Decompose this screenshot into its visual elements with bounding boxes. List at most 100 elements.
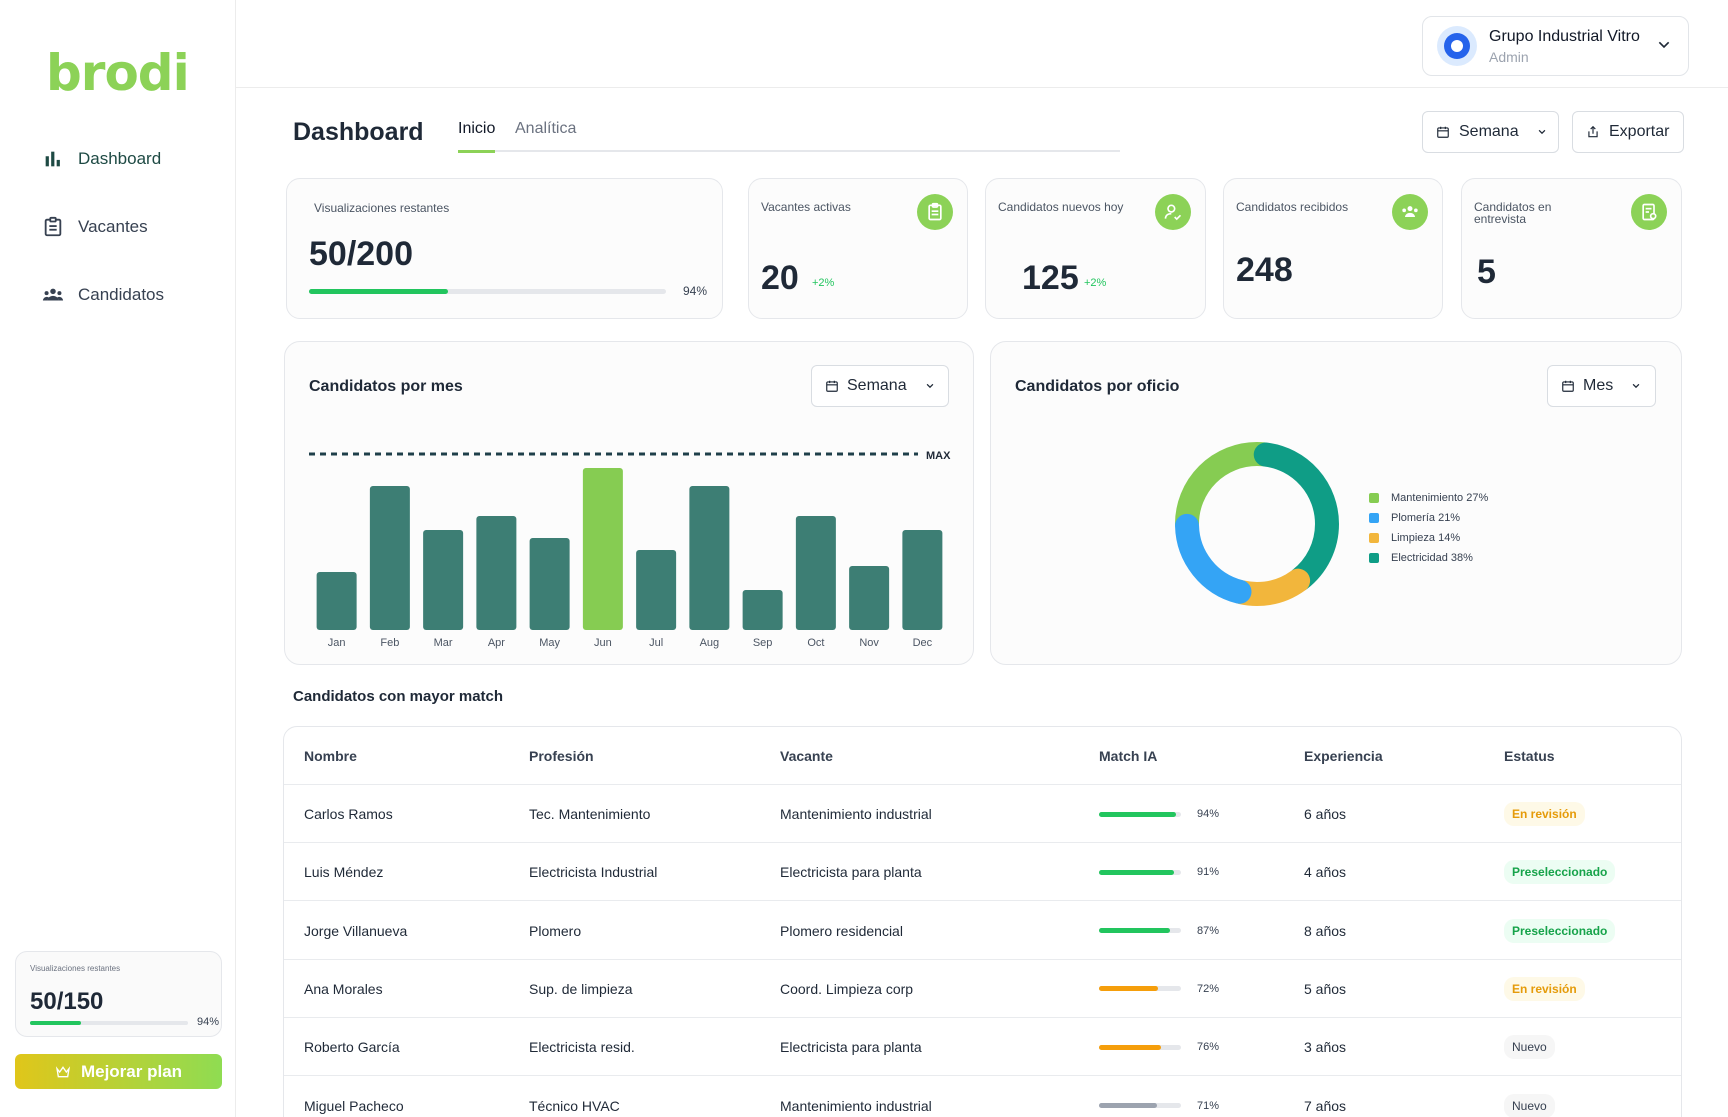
sidebar-item-dashboard[interactable]: Dashboard — [42, 144, 164, 174]
kpi-delta: +2% — [812, 277, 835, 289]
status-cell: Nuevo — [1504, 1077, 1555, 1117]
bar-jan[interactable] — [316, 572, 357, 630]
bar-jul[interactable] — [636, 550, 677, 630]
candidate-profession: Tec. Mantenimiento — [529, 806, 651, 822]
kpi-label: Visualizaciones restantes — [314, 201, 450, 215]
legend-label: Electricidad 38% — [1391, 552, 1473, 564]
kpi-label: Vacantes activas — [761, 200, 851, 214]
legend-item: Limpieza 14% — [1369, 528, 1488, 548]
bar-sep[interactable] — [742, 590, 783, 630]
x-tick-label: May — [539, 637, 560, 649]
candidate-name: Luis Méndez — [304, 864, 384, 881]
views-value: 50/150 — [30, 988, 104, 1015]
match-progress — [1099, 869, 1181, 875]
match-progress-fill — [1099, 811, 1177, 817]
bar-apr[interactable] — [476, 516, 517, 630]
bar-dec[interactable] — [902, 530, 943, 630]
column-header[interactable]: Match IA — [1099, 748, 1158, 764]
donut-slice-3[interactable] — [1175, 442, 1339, 606]
bar-aug[interactable] — [689, 486, 730, 630]
donut-period-select[interactable]: Mes — [1547, 365, 1656, 407]
kpi-value: 125 — [1022, 259, 1079, 297]
candidate-experience: 8 años — [1304, 922, 1347, 939]
bar-oct[interactable] — [795, 516, 836, 630]
table-row[interactable]: Luis Méndez Electricista Industrial Electr… — [284, 843, 1681, 902]
candidate-name: Carlos Ramos — [304, 806, 393, 822]
candidate-vacancy: Coord. Limpieza corp — [780, 980, 914, 997]
donut-slice-2[interactable] — [1175, 442, 1339, 606]
export-button[interactable]: Exportar — [1572, 111, 1684, 153]
status-cell: Preseleccionado — [1504, 902, 1616, 960]
bar-nov[interactable] — [849, 566, 890, 630]
legend-item: Electricidad 38% — [1369, 548, 1488, 568]
status-cell: En revisión — [1504, 785, 1585, 843]
legend-label: Limpieza 14% — [1391, 532, 1461, 544]
table-row[interactable]: Roberto García Electricista resid. Electri… — [284, 1018, 1681, 1077]
x-tick-label: Dec — [913, 637, 933, 649]
views-label: Visualizaciones restantes — [30, 964, 121, 973]
bar-feb[interactable] — [369, 486, 410, 630]
match-progress — [1099, 1044, 1181, 1050]
table-row[interactable]: Miguel Pacheco Técnico HVAC Mantenimiento … — [284, 1077, 1681, 1117]
upgrade-plan-button[interactable]: Mejorar plan — [15, 1054, 222, 1089]
table-header-row: Nombre Profesión Vacante Match IA Experi… — [284, 727, 1681, 785]
x-tick-label: Nov — [859, 637, 879, 649]
legend-swatch — [1369, 513, 1379, 523]
views-progress — [30, 1021, 188, 1025]
kpi-value: 20 — [761, 259, 799, 297]
x-tick-label: Apr — [488, 637, 505, 649]
column-header[interactable]: Profesión — [529, 748, 594, 764]
column-header[interactable]: Experiencia — [1304, 748, 1383, 764]
kpi-value: 50/200 — [309, 235, 413, 273]
match-progress-fill — [1099, 869, 1174, 875]
clipboard-icon — [917, 194, 953, 230]
status-badge: Nuevo — [1504, 1035, 1555, 1060]
column-header[interactable]: Estatus — [1504, 748, 1555, 764]
chevron-down-icon — [1658, 41, 1670, 49]
bar-jun[interactable] — [582, 468, 623, 630]
organization-switcher[interactable]: Grupo Industrial Vitro Admin — [1422, 16, 1689, 76]
x-tick-label: Oct — [807, 637, 824, 649]
sidebar-item-candidatos[interactable]: Candidatos — [42, 280, 164, 310]
kpi-delta: +2% — [1084, 277, 1107, 289]
calendar-icon — [826, 380, 838, 392]
match-percent: 72% — [1197, 982, 1220, 995]
tab-inicio[interactable]: Inicio — [458, 120, 496, 153]
legend-swatch — [1369, 533, 1379, 543]
status-cell: Nuevo — [1504, 1018, 1555, 1076]
group-icon — [1392, 194, 1428, 230]
bar-chart-icon — [45, 151, 60, 167]
bar-period-select[interactable]: Semana — [811, 365, 949, 407]
org-name: Grupo Industrial Vitro — [1489, 27, 1640, 45]
x-tick-label: Feb — [380, 637, 399, 649]
top-match-table: Nombre Profesión Vacante Match IA Experi… — [283, 726, 1682, 1117]
donut-slice-1[interactable] — [1175, 442, 1339, 606]
org-role: Admin — [1489, 48, 1529, 65]
sidebar-item-label: Candidatos — [78, 285, 165, 304]
brodi-logo[interactable]: brodi — [46, 44, 190, 102]
table-row[interactable]: Jorge Villanueva Plomero Plomero residenci… — [284, 902, 1681, 960]
candidate-experience: 5 años — [1304, 980, 1347, 997]
table-row[interactable]: Carlos Ramos Tec. Mantenimiento Mantenimie… — [284, 785, 1681, 843]
tab-analitica[interactable]: Analítica — [515, 120, 577, 137]
table-row[interactable]: Ana Morales Sup. de limpieza Coord. Limpie… — [284, 960, 1681, 1018]
candidates-per-month-panel: Candidatos por mes Semana MAX Jan Feb Mar Ap… — [284, 341, 974, 665]
views-percent: 94% — [197, 1016, 220, 1028]
kpi-candidates-received: Candidatos recibidos 248 — [1223, 178, 1443, 319]
kpi-candidates-interview: Candidatos en entrevista 5 — [1461, 178, 1682, 319]
period-select[interactable]: Semana — [1422, 111, 1559, 153]
candidate-experience: 3 años — [1304, 1039, 1347, 1056]
sidebar-item-vacantes[interactable]: Vacantes — [42, 212, 164, 242]
bar-may[interactable] — [529, 538, 570, 630]
candidate-experience: 6 años — [1304, 806, 1347, 822]
bar-mar[interactable] — [423, 530, 464, 630]
views-progress-fill — [30, 1021, 81, 1025]
panel-title: Candidatos por oficio — [1015, 378, 1180, 395]
column-header[interactable]: Vacante — [780, 748, 833, 764]
bar-chart: MAX Jan Feb Mar Apr May Jun Jul Aug Sep Oct Nov Dec — [309, 450, 951, 649]
crown-icon — [55, 1065, 71, 1077]
donut-legend: Mantenimiento 27% Plomería 21% Limpieza 14… — [1369, 488, 1488, 568]
column-header[interactable]: Nombre — [304, 748, 357, 764]
kpi-active-vacancies: Vacantes activas 20 +2% — [748, 178, 968, 319]
candidate-vacancy: Mantenimiento industrial — [780, 1097, 932, 1114]
